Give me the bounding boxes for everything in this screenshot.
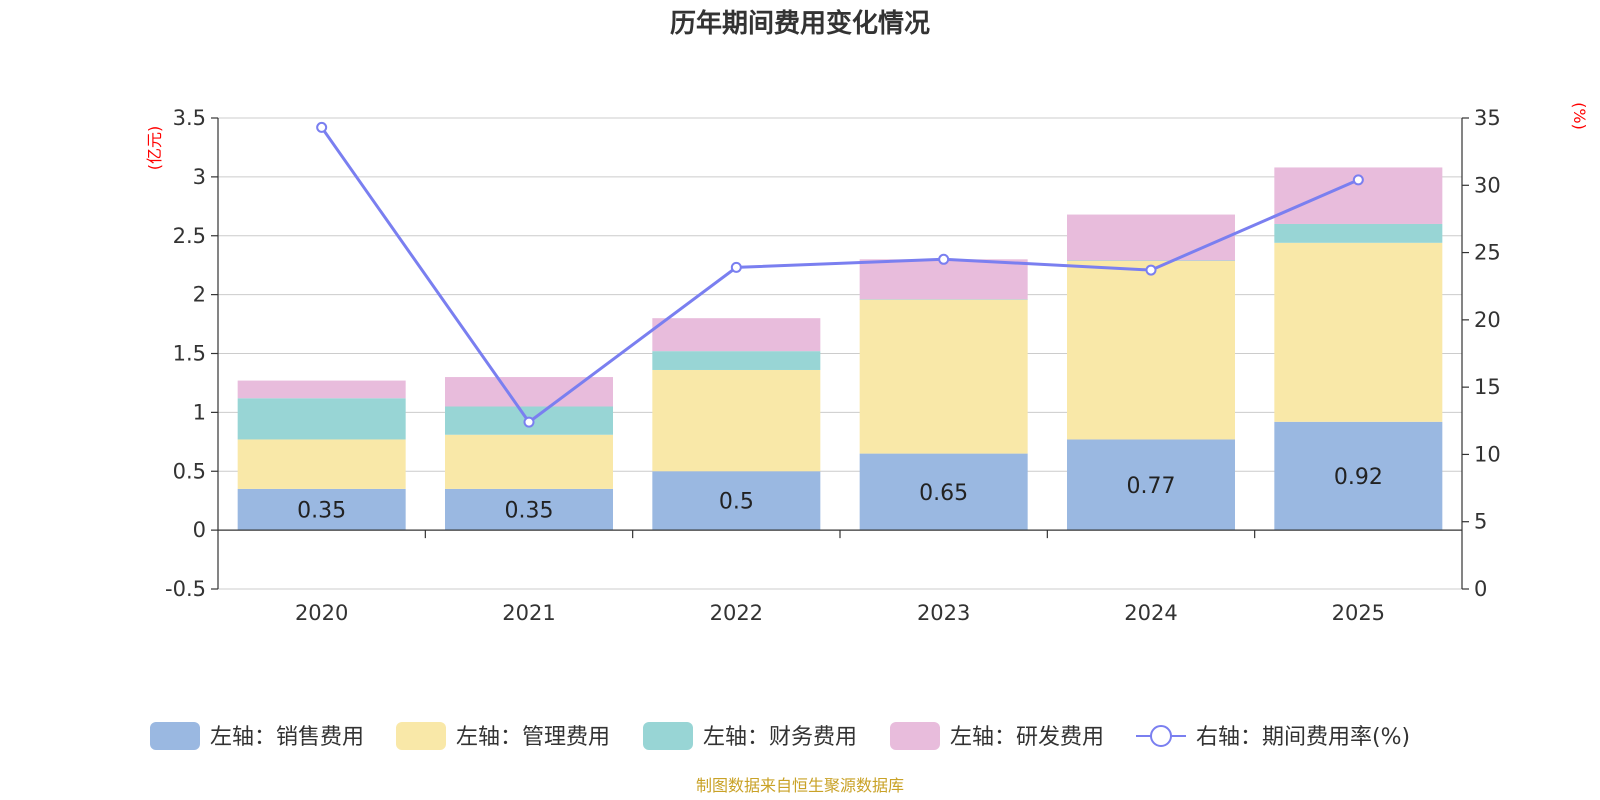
bar-segment [652,369,821,472]
right-tick-label: 5 [1474,510,1487,534]
bar-segment [1274,421,1443,531]
source-note: 制图数据来自恒生聚源数据库 [696,776,904,795]
legend-label: 左轴：管理费用 [456,725,610,750]
right-axis-ticks: 0 5 10 15 20 25 30 35 [1462,106,1501,601]
bar-segment [652,471,821,531]
bar-segment [859,453,1028,531]
bar-segment [1067,260,1235,440]
bar-segment [237,488,406,531]
x-tick-label: 2022 [710,601,763,625]
bar-segment [859,259,1028,300]
right-tick-label: 30 [1474,173,1501,197]
rate-point [523,416,535,428]
x-tick-label: 2021 [502,601,555,625]
right-tick-label: 0 [1474,577,1487,601]
left-tick-label: 0.5 [173,459,206,483]
legend: 左轴：销售费用 左轴：管理费用 左轴：财务费用 左轴：研发费用 右轴：期间费用率(%) [150,722,1410,750]
bar-value-label: 0.77 [1127,474,1176,499]
grid-lines [218,117,1462,590]
bar-segment [1067,260,1235,261]
left-tick-label: 0 [193,518,206,542]
rate-point [938,253,950,265]
left-tick-label: 2 [193,283,206,307]
bar-segment [1274,242,1443,422]
x-tick-label: 2024 [1124,601,1177,625]
rate-line-layer [316,121,1364,428]
rate-point [730,261,742,273]
legend-label: 左轴：财务费用 [703,725,857,750]
bar-segment [237,380,406,399]
bar-segment [445,377,613,407]
right-axis-unit: (%) [1570,102,1589,130]
data-labels: 0.35 0.35 0.5 0.65 0.77 0.92 [297,465,1383,524]
right-tick-label: 25 [1474,241,1501,265]
legend-label: 右轴：期间费用率(%) [1196,725,1410,750]
rate-line [320,126,1359,425]
rate-point [1145,264,1157,276]
bar-segment [652,318,821,352]
left-tick-label: 1 [193,400,206,424]
left-tick-label: 3 [193,165,206,189]
bar-segment [1067,214,1235,261]
bar-segment [237,398,406,440]
bar-value-label: 0.35 [297,499,346,524]
bar-segment [859,299,1028,300]
right-tick-label: 20 [1474,308,1501,332]
bar-layer [237,167,1443,531]
bar-segment [652,351,821,370]
x-tick-label: 2023 [917,601,970,625]
bar-segment [237,439,406,489]
legend-marker [1150,725,1172,747]
legend-label: 左轴：销售费用 [210,725,364,750]
bar-value-label: 0.92 [1334,465,1383,490]
x-tick-label: 2020 [295,601,348,625]
rate-point [316,121,328,133]
rate-point [1352,174,1364,186]
left-tick-label: 1.5 [173,342,206,366]
right-tick-label: 15 [1474,375,1501,399]
bar-segment [445,488,613,531]
left-axis-unit: (亿元) [145,126,164,171]
bar-value-label: 0.65 [919,481,968,506]
right-tick-label: 35 [1474,106,1501,130]
legend-swatch [150,722,200,750]
chart-title: 历年期间费用变化情况 [670,8,930,39]
legend-label: 左轴：研发费用 [950,725,1104,750]
bar-segment [859,299,1028,454]
x-tick-label: 2025 [1332,601,1385,625]
x-axis-labels: 2020 2021 2022 2023 2024 2025 [295,601,1385,625]
left-tick-label: 2.5 [173,224,206,248]
bar-value-label: 0.5 [719,490,754,515]
bar-segment [445,434,613,489]
bar-segment [1274,223,1443,243]
bar-segment [1067,439,1235,531]
left-axis-ticks: -0.5 0 0.5 1 1.5 2 2.5 3 3.5 [165,106,218,601]
legend-swatch [890,722,940,750]
right-tick-label: 10 [1474,442,1501,466]
left-tick-label: -0.5 [165,577,206,601]
bar-value-label: 0.35 [505,499,554,524]
legend-swatch [643,722,693,750]
left-tick-label: 3.5 [173,106,206,130]
legend-swatch [396,722,446,750]
